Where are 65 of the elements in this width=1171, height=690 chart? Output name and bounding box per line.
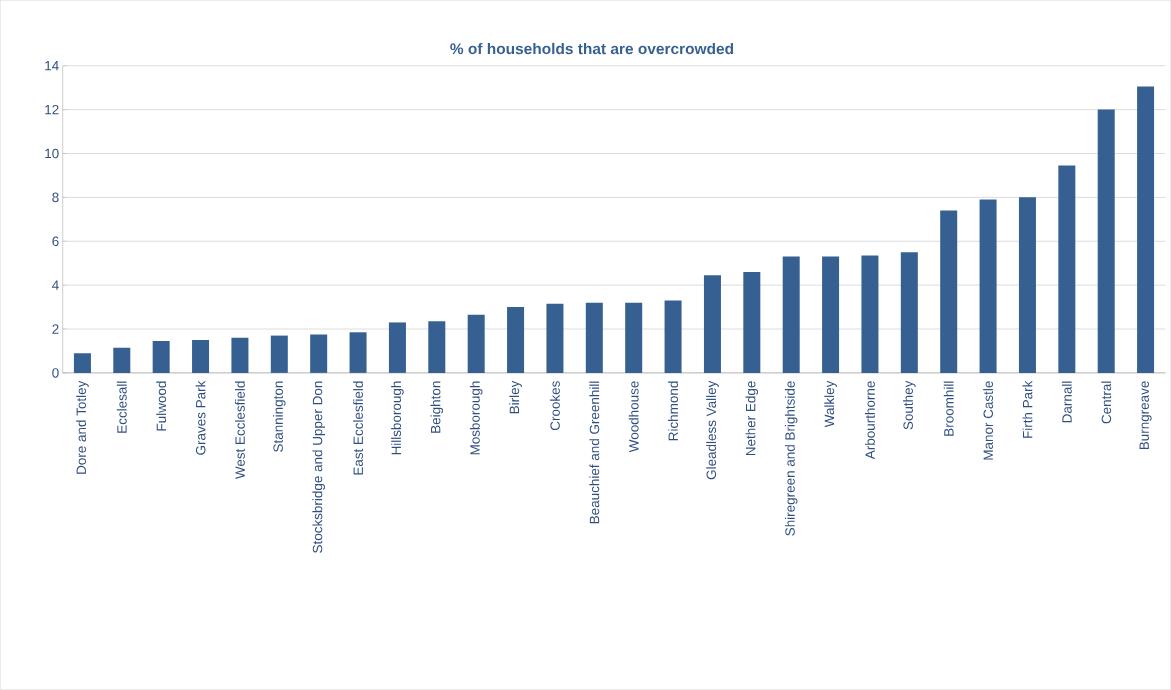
y-tick-label: 8 [52, 192, 59, 203]
x-tick-label: Stocksbridge and Upper Don [312, 381, 325, 553]
bar [349, 332, 367, 374]
x-tick-label: Arbourthorne [865, 381, 875, 460]
x-tick-label: Hillsborough [391, 381, 404, 455]
x-tick-label: Nether Edge [745, 381, 759, 456]
bar [625, 302, 643, 374]
x-tick-label: East Ecclesfield [353, 381, 363, 475]
x-tick-label: Birley [509, 380, 522, 414]
x-tick-label: Walkley [824, 380, 837, 428]
bar [782, 256, 800, 374]
x-tick-label: Stannington [273, 381, 286, 453]
y-tick-label: 14 [45, 61, 59, 71]
bar [310, 334, 328, 374]
x-tick-label: Gleadless Valley [706, 380, 719, 480]
x-tick-label: Burngreave [1139, 381, 1152, 450]
bar [113, 347, 131, 374]
x-tick-label: Richmond [668, 381, 678, 441]
x-tick-label: Beauchief and Greenhill [589, 381, 600, 524]
x-tick-label: Broomhill [943, 381, 954, 436]
y-tick-label: 6 [52, 236, 59, 247]
y-tick-label: 0 [52, 368, 59, 378]
bar [979, 199, 997, 374]
bar [585, 302, 603, 374]
x-tick-label: Firth Park [1022, 380, 1033, 438]
bar [1137, 86, 1155, 374]
bar [546, 303, 564, 374]
x-tick-label: Manor Castle [983, 381, 994, 460]
x-tick-label: Central [1101, 381, 1112, 424]
x-tick-label: West Ecclesfield [234, 381, 245, 480]
bar [467, 314, 485, 374]
bar [743, 272, 761, 374]
bar [900, 252, 918, 374]
bar [270, 335, 288, 374]
bar [940, 210, 958, 374]
bar [192, 340, 210, 374]
x-tick-label: Shiregreen and Brightside [784, 381, 798, 536]
bar [1058, 165, 1076, 374]
y-tick-label: 12 [45, 105, 59, 115]
bar [1018, 197, 1036, 374]
bar [664, 300, 682, 374]
x-tick-label: Mosborough [469, 381, 483, 455]
bar [73, 353, 91, 374]
bar [861, 255, 879, 374]
x-tick-label: Graves Park [195, 380, 206, 455]
bar [1097, 109, 1115, 374]
bar [822, 256, 840, 374]
bar [152, 341, 170, 374]
bar [388, 322, 406, 374]
y-tick-label: 2 [52, 324, 59, 334]
bar [507, 307, 525, 374]
bar [231, 337, 249, 374]
bar [428, 321, 446, 374]
x-tick-label: Ecclesall [116, 381, 127, 433]
x-tick-label: Crookes [549, 381, 560, 431]
chart-title: % of households that are overcrowded [450, 43, 733, 55]
bar [703, 275, 721, 374]
y-tick-label: 10 [45, 148, 59, 159]
x-tick-label: Darnall [1061, 381, 1072, 423]
y-tick-label: 4 [52, 280, 59, 290]
x-tick-label: Dore and Totley [76, 380, 89, 474]
x-tick-label: Fulwood [156, 381, 167, 431]
x-tick-label: Southey [903, 380, 916, 430]
x-tick-label: Beighton [430, 381, 444, 433]
x-tick-label: Woodhouse [628, 381, 639, 453]
